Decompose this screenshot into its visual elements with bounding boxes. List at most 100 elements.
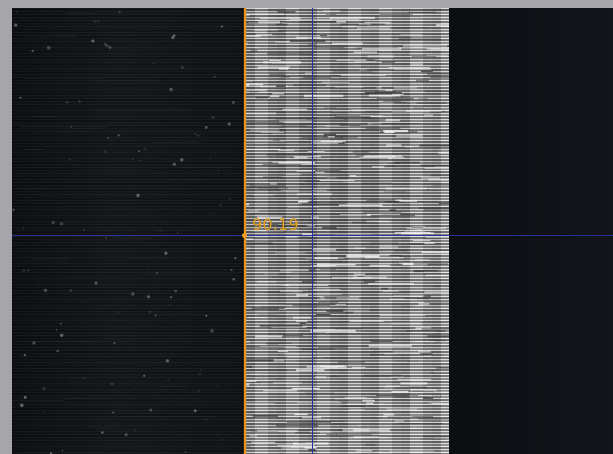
band-streak xyxy=(269,224,279,226)
band-streak xyxy=(310,329,356,332)
band-streak xyxy=(272,63,318,65)
band-streak xyxy=(409,395,441,397)
surface-speck xyxy=(213,75,216,79)
surface-speck xyxy=(138,160,141,162)
band-streak xyxy=(256,280,303,283)
band-streak xyxy=(399,48,441,49)
band-streak xyxy=(275,378,283,380)
band-streak xyxy=(325,125,350,127)
surface-scratch xyxy=(23,451,98,452)
band-streak xyxy=(383,130,409,133)
band-streak xyxy=(376,97,414,100)
band-streak xyxy=(246,242,273,245)
band-streak xyxy=(343,118,387,120)
camera-image-viewport[interactable]: 90.19 xyxy=(12,8,613,454)
band-streak xyxy=(320,140,337,143)
surface-speck xyxy=(14,23,18,27)
band-streak xyxy=(312,332,326,334)
surface-speck xyxy=(83,229,85,231)
band-streak xyxy=(314,169,341,172)
band-streak xyxy=(308,64,354,66)
band-streak xyxy=(404,145,412,148)
band-streak xyxy=(272,93,285,95)
band-streak xyxy=(418,418,449,420)
band-streak xyxy=(363,155,396,158)
band-streak xyxy=(361,417,401,418)
surface-scratch xyxy=(31,258,69,259)
band-streak xyxy=(293,442,329,445)
band-streak xyxy=(394,161,420,164)
band-streak xyxy=(366,199,396,202)
band-streak xyxy=(397,378,431,380)
band-streak xyxy=(335,303,346,306)
surface-speck xyxy=(173,34,176,37)
band-streak xyxy=(413,263,449,265)
band-streak xyxy=(267,261,313,263)
surface-speck xyxy=(55,329,58,331)
surface-speck xyxy=(149,408,153,412)
band-streak xyxy=(251,382,261,383)
band-streak xyxy=(381,60,395,63)
band-streak xyxy=(385,119,400,122)
band-streak xyxy=(418,303,430,305)
surface-speck xyxy=(209,157,211,159)
band-streak xyxy=(258,89,268,91)
surface-speck xyxy=(78,100,81,103)
band-streak xyxy=(277,350,289,353)
band-streak xyxy=(287,123,327,125)
band-streak xyxy=(438,202,449,205)
band-streak xyxy=(391,111,431,113)
surface-speck xyxy=(113,342,116,345)
band-streak xyxy=(371,166,384,168)
band-streak xyxy=(424,291,449,294)
band-streak xyxy=(260,17,301,19)
band-streak xyxy=(392,155,402,157)
band-streak xyxy=(325,367,348,369)
band-streak xyxy=(302,233,314,236)
band-streak xyxy=(396,134,423,137)
surface-scratch xyxy=(80,169,151,171)
band-streak xyxy=(296,360,312,362)
surface-speck xyxy=(119,411,121,413)
band-streak xyxy=(368,344,412,347)
band-streak xyxy=(430,174,449,177)
surface-speck xyxy=(23,395,27,399)
surface-speck xyxy=(101,431,104,434)
surface-speck xyxy=(77,164,79,166)
band-streak xyxy=(354,436,366,439)
surface-speck xyxy=(146,267,148,269)
band-streak xyxy=(363,117,375,120)
surface-scratch xyxy=(94,79,158,81)
band-streak xyxy=(270,95,280,98)
band-streak xyxy=(303,76,331,79)
band-streak xyxy=(391,188,431,189)
band-streak xyxy=(421,16,449,18)
band-streak xyxy=(322,81,349,83)
band-streak xyxy=(365,443,376,446)
band-streak xyxy=(276,225,309,227)
band-streak xyxy=(272,359,284,362)
band-streak xyxy=(433,391,449,393)
surface-speck xyxy=(93,20,96,23)
band-streak xyxy=(388,163,401,164)
band-streak xyxy=(393,68,431,70)
band-streak xyxy=(257,188,300,190)
surface-speck xyxy=(105,237,107,240)
band-streak xyxy=(246,14,250,17)
band-streak xyxy=(351,366,366,369)
band-streak xyxy=(257,314,277,316)
band-streak xyxy=(250,49,258,52)
band-streak xyxy=(258,21,280,24)
surface-speck xyxy=(199,373,201,375)
band-streak xyxy=(338,143,345,144)
band-streak xyxy=(427,72,449,75)
band-streak xyxy=(394,27,429,28)
band-streak xyxy=(296,369,325,371)
band-streak xyxy=(319,297,360,299)
band-streak xyxy=(287,206,319,208)
surface-speck xyxy=(15,122,17,124)
band-streak xyxy=(246,380,257,382)
surface-scratch xyxy=(49,272,118,273)
band-streak xyxy=(249,435,258,437)
surface-speck xyxy=(172,162,176,166)
